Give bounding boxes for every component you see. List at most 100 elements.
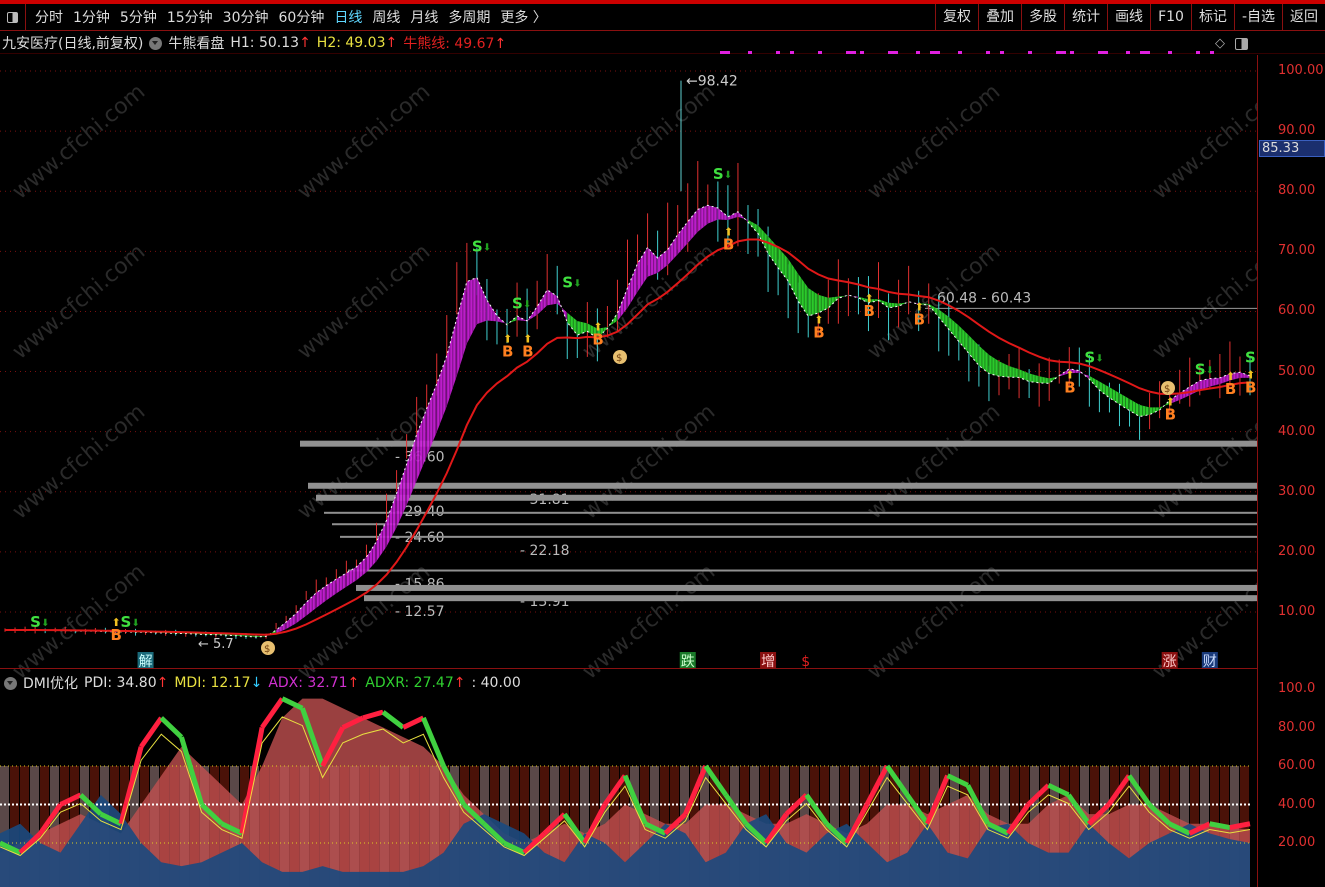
period-tab[interactable]: 1分钟: [73, 10, 110, 26]
mdi-value: MDI: 12.17↓: [174, 675, 263, 691]
trend-band: [978, 345, 989, 374]
support-level-line: [308, 482, 1257, 489]
trend-band: [998, 361, 1010, 378]
trend-band: [306, 592, 317, 616]
trend-band: [1149, 407, 1160, 415]
sell-marker: S: [1084, 349, 1095, 367]
stock-title[interactable]: 九安医疗(日线,前复权): [2, 36, 144, 52]
pdi-line: [522, 831, 547, 855]
pdi-line: [925, 774, 950, 825]
up-arrow-icon: ⬆: [864, 292, 873, 305]
pdi-line: [744, 821, 768, 845]
sidebar-toggle-button[interactable]: [0, 3, 26, 31]
trend-band: [436, 355, 447, 433]
period-tab[interactable]: 日线: [334, 10, 363, 26]
money-bag-icon: [1161, 381, 1175, 395]
pdi-value: PDI: 34.80↑: [84, 675, 169, 691]
dmi-background-bar: [580, 766, 589, 887]
price-chart[interactable]: www.cfchi.com www.cfchi.com www.cfchi.com w…: [0, 0, 1257, 887]
dmi-background-bar: [50, 766, 59, 887]
support-level-line: [300, 440, 1257, 447]
pdi-line: [482, 821, 506, 845]
indicator-dropdown-icon[interactable]: [4, 676, 17, 690]
pdi-line: [18, 831, 43, 855]
trend-band: [1229, 372, 1240, 381]
watermark: www.cfchi.com: [863, 79, 1005, 204]
toolbar-button[interactable]: 多股: [1021, 4, 1064, 31]
buy-marker: B: [502, 343, 513, 361]
toolbar-button[interactable]: 返回: [1282, 4, 1325, 31]
pdi-line: [281, 696, 304, 711]
signal-dot: [776, 51, 780, 54]
up-arrow-icon: ⬆: [1166, 396, 1175, 409]
indicator-dropdown-icon[interactable]: [149, 36, 163, 50]
panel-toggle-icon[interactable]: [1235, 37, 1248, 50]
trend-band: [1029, 373, 1040, 383]
panel-icon: [7, 11, 18, 23]
sell-marker: S: [30, 613, 41, 631]
pdi-line: [1126, 774, 1152, 806]
toolbar-button[interactable]: 画线: [1107, 4, 1150, 31]
period-tab[interactable]: 60分钟: [278, 10, 325, 26]
toolbar-button[interactable]: 标记: [1190, 4, 1234, 31]
dmi-background-bar: [830, 766, 839, 887]
signal-dot: [916, 51, 920, 54]
trend-band: [567, 312, 578, 336]
down-arrow-icon: ⬇: [1206, 366, 1214, 377]
signal-dot: [1168, 51, 1172, 54]
bull-bear-line-value: 牛熊线: 49.67↑: [403, 36, 507, 52]
indicator-name[interactable]: 牛熊看盘: [168, 36, 225, 52]
trend-band: [717, 207, 728, 220]
sell-marker: S: [713, 165, 724, 183]
support-level-line: [316, 494, 1257, 501]
support-level-line: [324, 511, 1257, 514]
dmi-y-tick-label: 40.00: [1278, 796, 1316, 812]
pdi-line: [703, 764, 728, 797]
money-bag-icon: [261, 641, 275, 655]
toolbar-button[interactable]: F10: [1150, 4, 1191, 31]
diamond-icon[interactable]: ◇: [1215, 36, 1225, 51]
sell-marker: S: [120, 613, 131, 631]
y-tick-label: 100.00: [1278, 63, 1324, 78]
trend-band: [406, 434, 417, 506]
signal-dot: [818, 51, 822, 54]
down-arrow-icon: ⬇: [1095, 354, 1103, 365]
period-tab[interactable]: 15分钟: [166, 10, 213, 26]
toolbar-button[interactable]: 叠加: [978, 4, 1021, 31]
period-tab[interactable]: 周线: [372, 10, 401, 26]
period-tab[interactable]: 更多 〉: [500, 10, 547, 26]
pdi-line: [804, 793, 829, 826]
signal-tag: [760, 652, 777, 668]
period-tab[interactable]: 月线: [410, 10, 439, 26]
toolbar-button[interactable]: -自选: [1233, 4, 1282, 31]
toolbar-button[interactable]: 统计: [1064, 4, 1107, 31]
y-tick-label: 80.00: [1278, 183, 1316, 199]
trend-band: [577, 320, 588, 336]
pdi-line: [542, 812, 567, 836]
trend-band: [587, 323, 598, 339]
period-tab[interactable]: 30分钟: [222, 10, 269, 26]
trend-band: [958, 325, 969, 354]
signal-dot: [860, 51, 864, 54]
pdi-line: [1026, 783, 1051, 807]
trend-band: [818, 294, 829, 313]
signal-tag-label: 解: [139, 654, 153, 670]
indicator-name[interactable]: DMI优化: [23, 676, 78, 692]
signal-dot: [720, 51, 730, 54]
toolbar-button[interactable]: 复权: [935, 4, 978, 31]
watermark: www.cfchi.com: [578, 79, 720, 204]
pdi-line: [260, 697, 285, 729]
y-tick-label: 40.00: [1278, 423, 1316, 439]
period-tab[interactable]: 分时: [35, 10, 63, 26]
watermark: www.cfchi.com: [578, 399, 720, 524]
trend-band: [1089, 375, 1100, 391]
pdi-line: [622, 774, 648, 825]
dmi-background-bar: [540, 766, 549, 887]
period-tab[interactable]: 5分钟: [119, 10, 157, 26]
period-tab[interactable]: 多周期: [448, 10, 491, 26]
trend-band: [828, 296, 839, 308]
sell-marker: S: [1245, 349, 1256, 367]
trend-band: [918, 303, 929, 306]
signal-dot: [790, 51, 794, 54]
price-axis[interactable]: 100.00 90.00 80.00 70.00 60.00 50.00 40.00 30.0…: [1257, 55, 1325, 887]
